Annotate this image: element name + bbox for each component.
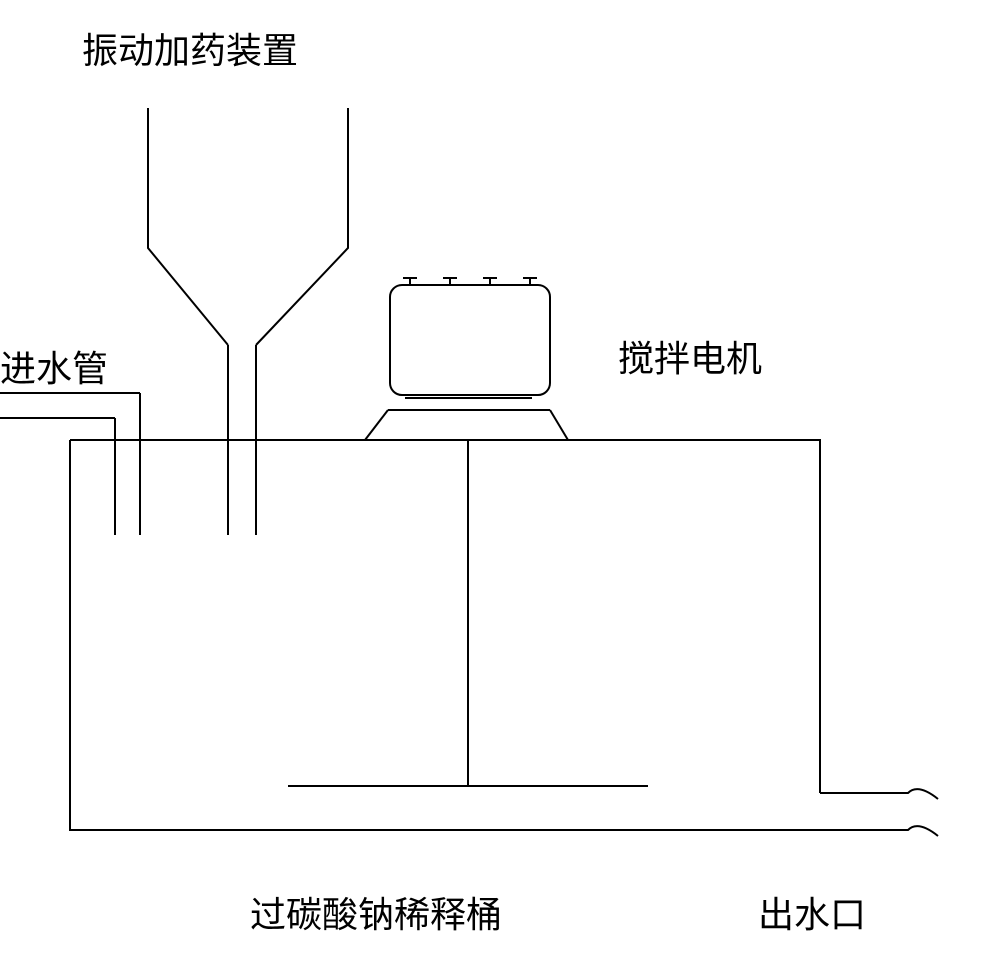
- motor-assembly: [288, 278, 648, 786]
- outlet-bot: [820, 826, 938, 836]
- label-outlet: 出水口: [758, 886, 866, 938]
- tank-body: [70, 440, 820, 830]
- tank-outline: [70, 440, 820, 830]
- diagram-canvas: [0, 0, 981, 966]
- motor-ribs: [403, 278, 537, 285]
- label-dosing-device: 振动加药装置: [82, 22, 298, 74]
- outlet-top: [820, 789, 938, 799]
- label-inlet-pipe: 进水管: [0, 340, 108, 392]
- hopper: [148, 108, 348, 535]
- motor-body: [390, 285, 550, 395]
- pedestal-leg-right: [550, 410, 568, 440]
- hopper-outline: [148, 108, 348, 345]
- label-tank: 过碳酸钠稀释桶: [250, 886, 502, 938]
- label-motor: 搅拌电机: [618, 330, 762, 382]
- outlet-pipe-shape: [820, 789, 938, 836]
- pedestal-leg-left: [365, 410, 388, 440]
